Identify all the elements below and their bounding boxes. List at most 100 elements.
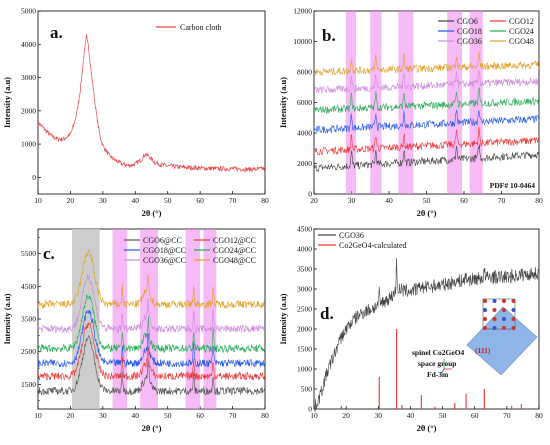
y-tick-label: 1500 bbox=[297, 345, 312, 354]
x-tick-label: 50 bbox=[423, 196, 431, 205]
x-tick-label: 30 bbox=[348, 196, 356, 205]
inset-space-group-label: space group bbox=[418, 359, 456, 368]
panel-label: a. bbox=[50, 23, 63, 42]
y-tick-label: 500 bbox=[301, 385, 313, 394]
x-tick-label: 30 bbox=[99, 196, 107, 205]
x-tick-label: 70 bbox=[503, 411, 511, 420]
series-line-cgo12-at-cc bbox=[37, 322, 265, 381]
atom bbox=[492, 317, 497, 321]
legend-label: Co2GeO4-calculated bbox=[339, 241, 407, 250]
series-line-carbon-cloth bbox=[37, 34, 266, 173]
plane-label: (111) bbox=[475, 346, 491, 355]
series-line-cgo36-at-cc bbox=[37, 274, 265, 334]
y-tick-label: 3500 bbox=[21, 315, 36, 324]
x-tick-label: 60 bbox=[196, 411, 204, 420]
atom bbox=[511, 326, 516, 330]
legend-label: Carbon cloth bbox=[180, 23, 222, 32]
series-line-cgo18-at-cc bbox=[37, 310, 265, 368]
x-tick-label: 50 bbox=[439, 411, 447, 420]
atom bbox=[502, 308, 506, 312]
plot-frame bbox=[313, 228, 540, 410]
x-tick-label: 80 bbox=[535, 411, 543, 420]
y-axis-label: Intensity (a.u) bbox=[278, 77, 288, 128]
y-tick-label: 2000 bbox=[297, 159, 312, 168]
x-tick-label: 20 bbox=[342, 411, 350, 420]
x-tick-label: 20 bbox=[310, 196, 318, 205]
panel-label: d. bbox=[320, 304, 334, 323]
y-tick-label: 0 bbox=[308, 190, 312, 199]
atom bbox=[511, 308, 516, 312]
y-tick-label: 0 bbox=[308, 405, 312, 414]
plot-frame bbox=[37, 10, 266, 195]
series-line-cgo24 bbox=[313, 86, 540, 114]
axis-gizmo-b bbox=[440, 368, 445, 375]
legend-label: CGO18@CC bbox=[143, 246, 186, 255]
atom bbox=[502, 317, 506, 321]
highlight-band bbox=[398, 11, 414, 194]
inset-title: spinel Co2GeO4 bbox=[412, 348, 465, 357]
x-tick-label: 20 bbox=[67, 196, 75, 205]
atom bbox=[502, 326, 506, 330]
y-tick-label: 4500 bbox=[297, 225, 312, 234]
y-axis-label: Intensity (a.u) bbox=[278, 293, 288, 344]
x-tick-label: 80 bbox=[535, 196, 543, 205]
panel-label: b. bbox=[322, 26, 336, 45]
series-line-cgo6-at-cc bbox=[37, 335, 265, 396]
x-axis-label: 2θ (°) bbox=[142, 208, 162, 218]
legend-label: CGO36 bbox=[339, 231, 364, 240]
y-axis-label: Intensity (a.u) bbox=[2, 77, 12, 128]
series-line-cgo6 bbox=[313, 144, 540, 173]
y-tick-label: 3500 bbox=[297, 265, 312, 274]
x-tick-label: 50 bbox=[164, 196, 172, 205]
x-tick-label: 20 bbox=[67, 411, 75, 420]
y-tick-label: 2000 bbox=[297, 325, 312, 334]
x-tick-label: 40 bbox=[407, 411, 415, 420]
legend-label: CGO12 bbox=[509, 17, 534, 26]
y-tick-label: 12000 bbox=[293, 7, 312, 16]
legend-label: CGO48@CC bbox=[213, 256, 256, 265]
y-tick-label: 3000 bbox=[21, 73, 36, 82]
x-tick-label: 10 bbox=[310, 411, 318, 420]
atom bbox=[511, 299, 516, 303]
atom bbox=[492, 299, 497, 303]
x-tick-label: 30 bbox=[99, 411, 107, 420]
legend-label: CGO36@CC bbox=[143, 256, 186, 265]
panel-b-axes: 20 30 40 50 60 70 80 0 2000 4000 6000 8000 10000 1200… bbox=[278, 7, 543, 219]
y-tick-label: 4000 bbox=[21, 40, 36, 49]
x-axis-label: 2θ (°) bbox=[417, 208, 437, 218]
atom bbox=[502, 299, 506, 303]
legend-label: CGO6 bbox=[457, 17, 478, 26]
x-tick-label: 80 bbox=[261, 411, 269, 420]
x-tick-label: 60 bbox=[196, 196, 204, 205]
legend-label: CGO24 bbox=[509, 27, 534, 36]
x-tick-label: 50 bbox=[164, 411, 172, 420]
y-tick-label: 1000 bbox=[21, 140, 36, 149]
pdf-reference: PDF# 10-0464 bbox=[490, 181, 535, 190]
y-tick-label: 2000 bbox=[21, 106, 36, 115]
series-line-cgo24-at-cc bbox=[37, 294, 265, 354]
x-tick-label: 60 bbox=[471, 411, 479, 420]
y-tick-label: 6000 bbox=[297, 98, 312, 107]
x-tick-label: 40 bbox=[132, 196, 140, 205]
x-tick-label: 40 bbox=[385, 196, 393, 205]
atom bbox=[483, 317, 487, 321]
x-tick-label: 10 bbox=[34, 196, 42, 205]
y-tick-label: 10000 bbox=[293, 37, 312, 46]
x-tick-label: 60 bbox=[460, 196, 468, 205]
panel-d-axes: 10 20 30 40 50 60 70 80 0 500 1000 1500 2000 2500 3000… bbox=[278, 225, 543, 434]
y-tick-label: 4500 bbox=[21, 282, 36, 291]
y-tick-label: 5000 bbox=[21, 7, 36, 16]
legend-label: CGO18 bbox=[457, 27, 482, 36]
series-line-cgo18 bbox=[313, 109, 540, 134]
y-tick-label: 8000 bbox=[297, 68, 312, 77]
x-tick-label: 70 bbox=[229, 411, 237, 420]
x-tick-label: 70 bbox=[229, 196, 237, 205]
panel-label: c. bbox=[43, 244, 55, 263]
highlight-band bbox=[370, 11, 382, 194]
series-line-cgo36 bbox=[313, 69, 540, 94]
panel-c-axes: 10 20 30 40 50 60 70 80 1500 2500 3500 4500 5500 2θ (… bbox=[2, 228, 269, 433]
y-axis-label: Intensity (a.u) bbox=[2, 293, 12, 344]
y-tick-label: 3000 bbox=[297, 285, 312, 294]
y-tick-label: 1000 bbox=[297, 365, 312, 374]
